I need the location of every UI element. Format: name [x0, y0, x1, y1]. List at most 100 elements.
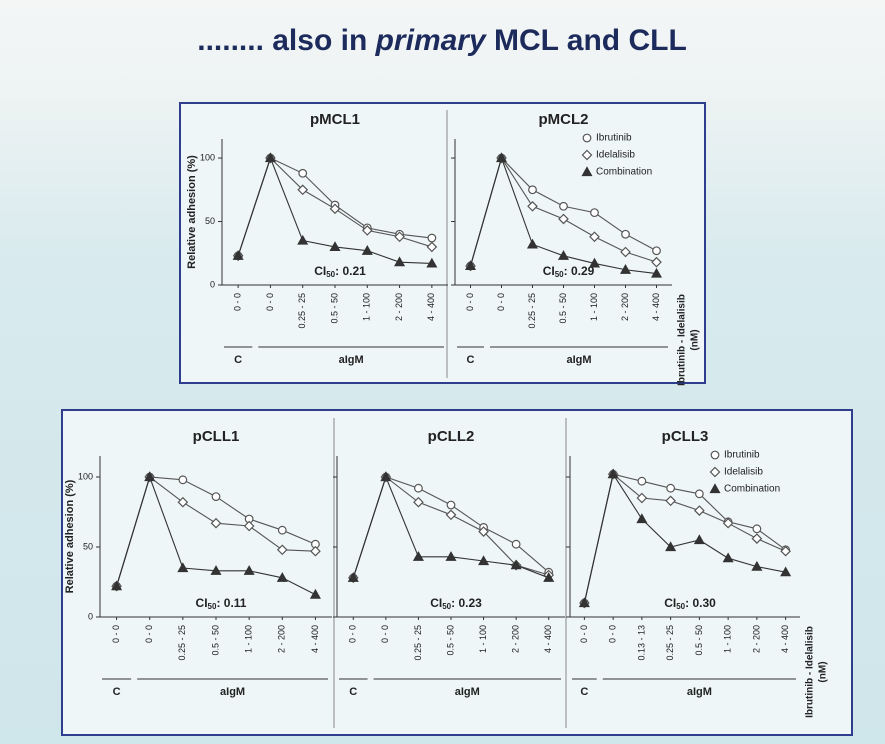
x-tick-label: 0.13 - 13	[636, 625, 646, 661]
x-tick-label: 0.25 - 25	[177, 625, 187, 661]
marker	[620, 246, 631, 258]
x-tick-label: 1 - 100	[478, 625, 488, 653]
x-tick-label: 0 - 0	[608, 625, 618, 643]
marker	[558, 213, 569, 225]
marker	[394, 231, 405, 243]
marker	[510, 559, 522, 570]
x-tick-label: 0.25 - 25	[297, 293, 307, 329]
marker	[297, 184, 309, 196]
x-axis-label: (nM)	[690, 329, 701, 350]
marker	[666, 483, 676, 493]
x-axis-label: Ibrutinib - Idelalisib	[677, 294, 688, 386]
x-tick-label: 0 - 0	[465, 293, 475, 311]
group-label: C	[113, 686, 121, 698]
x-tick-label: 2 - 200	[511, 625, 521, 653]
legend-label: Idelalisib	[596, 150, 635, 161]
ci-part: : 0.30	[685, 596, 716, 610]
x-tick-label: 0 - 0	[144, 625, 154, 643]
x-tick-label: 0 - 0	[579, 625, 589, 643]
marker	[722, 517, 734, 529]
marker	[211, 492, 221, 502]
marker	[177, 562, 189, 573]
marker	[582, 133, 592, 143]
marker	[347, 572, 359, 582]
marker	[590, 208, 599, 218]
marker	[607, 468, 619, 479]
chart-title: pMCL1	[310, 111, 360, 128]
x-tick-label: 0 - 0	[348, 625, 358, 643]
chart-title: pMCL2	[539, 111, 589, 128]
marker	[557, 250, 570, 260]
marker	[511, 539, 521, 549]
legend-label: Combination	[596, 167, 652, 178]
x-tick-label: 2 - 200	[277, 625, 287, 653]
marker	[412, 551, 424, 561]
marker	[276, 572, 288, 582]
marker	[427, 233, 437, 243]
x-tick-label: 1 - 100	[362, 293, 372, 321]
ci-annotation: CI50: 0.11	[196, 596, 247, 611]
group-label: C	[580, 686, 588, 698]
x-tick-label: 1 - 100	[723, 625, 733, 653]
group-label: C	[349, 686, 357, 698]
series-line	[583, 473, 786, 604]
marker	[243, 565, 255, 575]
chart-title: pCLL2	[428, 428, 475, 445]
marker	[636, 492, 648, 504]
marker	[426, 241, 438, 253]
marker	[243, 520, 255, 532]
marker	[650, 267, 663, 278]
group-label: aIgM	[455, 686, 480, 698]
marker	[751, 560, 763, 571]
x-tick-label: 0 - 0	[111, 625, 121, 643]
figure-box	[179, 102, 706, 384]
ci-part: : 0.11	[216, 596, 246, 610]
marker	[426, 257, 438, 268]
title-part: primary	[375, 24, 487, 57]
marker	[177, 496, 189, 508]
marker	[581, 149, 593, 161]
marker	[445, 551, 457, 561]
x-tick-label: 2 - 200	[394, 293, 404, 321]
x-tick-label: 1 - 100	[244, 625, 254, 653]
marker	[210, 565, 222, 575]
marker	[446, 500, 456, 510]
marker	[264, 152, 276, 163]
marker	[619, 264, 632, 274]
marker	[652, 246, 661, 256]
marker	[445, 509, 457, 521]
x-tick-label: 1 - 100	[589, 293, 599, 321]
marker	[581, 166, 593, 177]
marker	[752, 524, 762, 534]
group-label: aIgM	[339, 354, 364, 366]
ci-part: CI	[314, 264, 326, 278]
marker	[144, 471, 156, 482]
x-tick-label: 0.5 - 50	[558, 293, 568, 324]
marker	[361, 225, 373, 236]
ci-annotation: CI50: 0.21	[314, 264, 366, 279]
marker	[709, 466, 721, 478]
x-tick-label: 0 - 0	[380, 625, 390, 643]
x-tick-label: 4 - 400	[543, 625, 553, 653]
marker	[464, 260, 477, 271]
marker	[478, 555, 490, 566]
ci-annotation: CI50: 0.30	[664, 596, 716, 611]
marker	[710, 450, 720, 460]
y-tick-label: 100	[78, 471, 93, 481]
marker	[394, 256, 406, 267]
x-tick-label: 0.25 - 25	[413, 625, 423, 661]
marker	[329, 203, 341, 215]
marker	[780, 566, 792, 577]
marker	[495, 152, 508, 163]
x-axis-label: (nM)	[818, 661, 829, 682]
x-tick-label: 4 - 400	[426, 293, 436, 321]
ci-part: 50	[208, 602, 217, 611]
marker	[651, 256, 662, 268]
group-label: C	[234, 354, 242, 366]
series-line	[583, 472, 786, 604]
marker	[694, 489, 704, 499]
marker	[589, 231, 600, 243]
marker	[636, 513, 648, 524]
x-tick-label: 0.5 - 50	[445, 625, 455, 656]
